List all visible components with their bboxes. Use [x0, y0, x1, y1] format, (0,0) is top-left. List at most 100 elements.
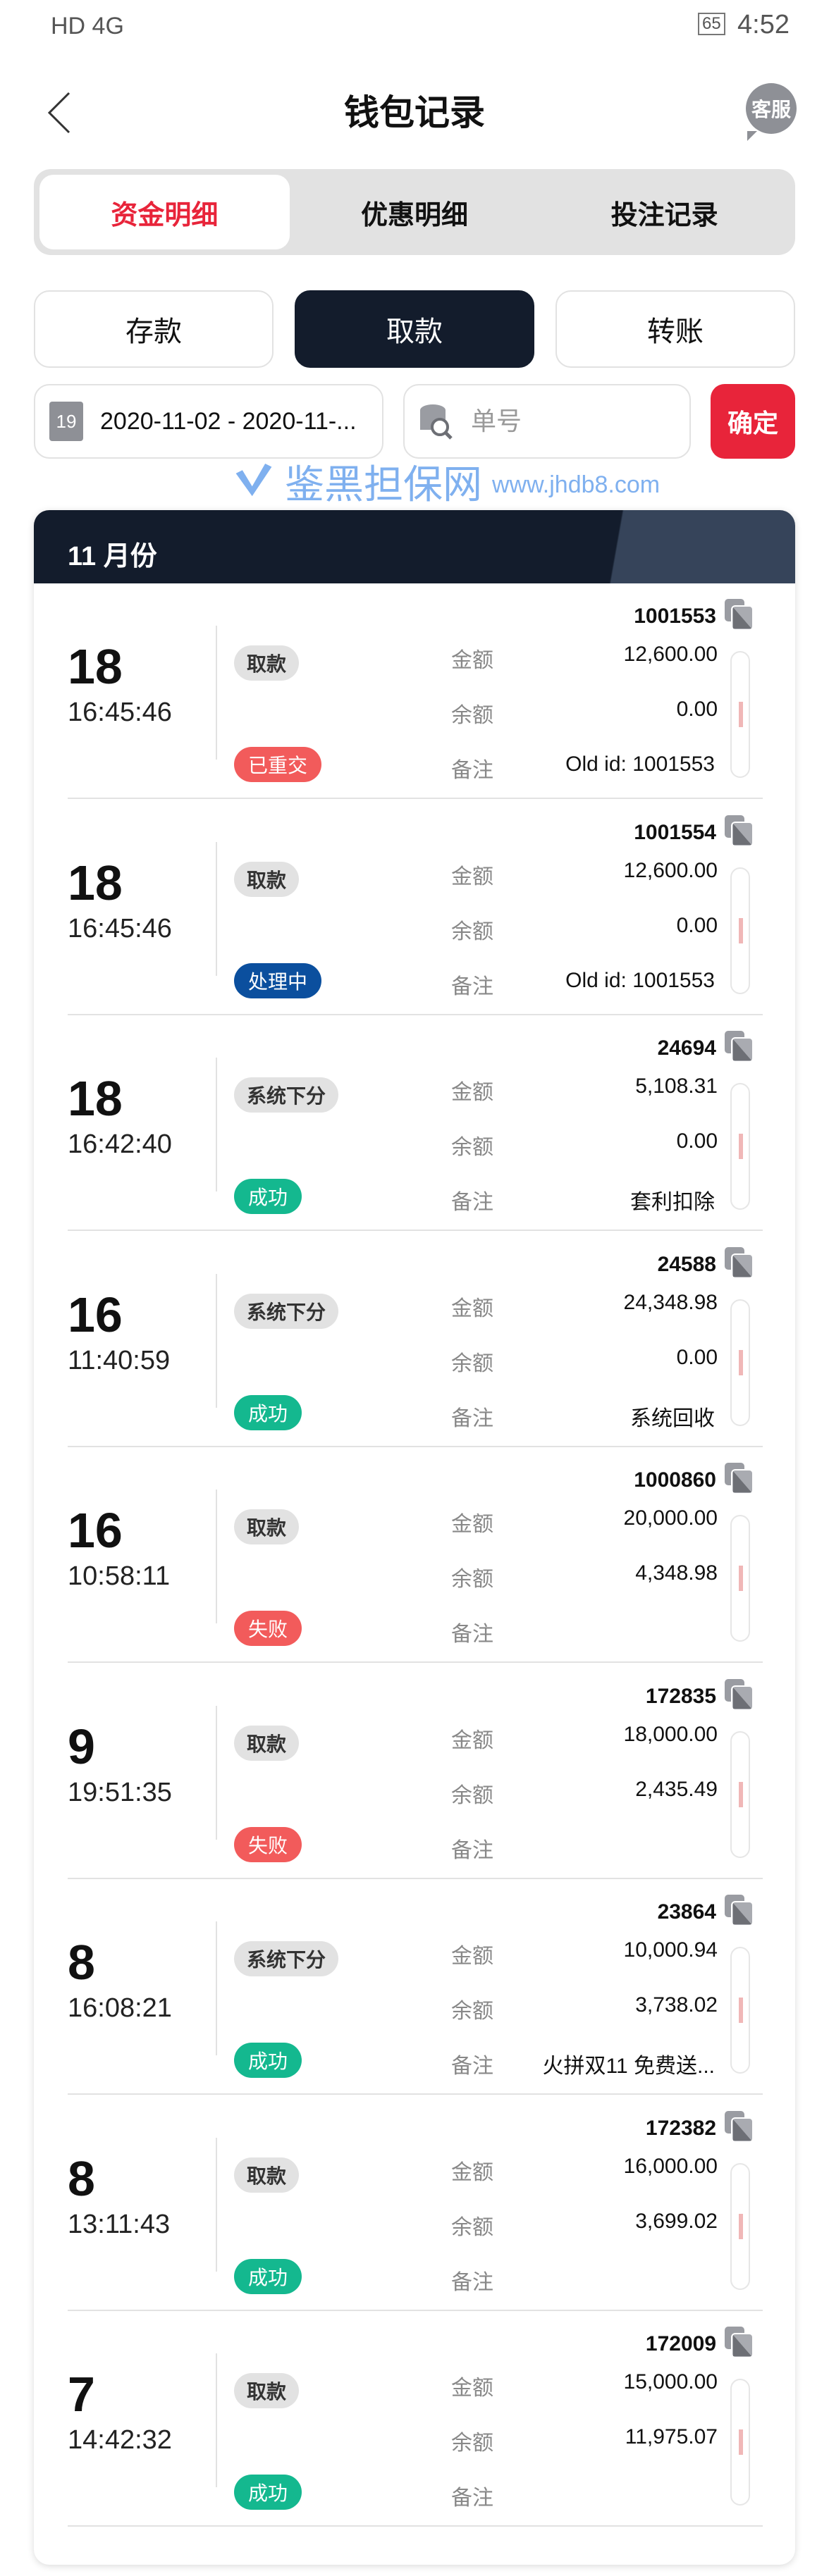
- row-scroll-handle[interactable]: [730, 651, 750, 778]
- type-badge: 取款: [234, 1509, 300, 1544]
- divider: [216, 626, 217, 760]
- status-badge: 已重交: [234, 747, 322, 782]
- clock: 4:52: [737, 10, 790, 39]
- status-badge: 成功: [234, 2258, 302, 2294]
- balance-label: 余额: [451, 2432, 493, 2455]
- copy-icon[interactable]: [725, 1895, 753, 1926]
- balance-label: 余额: [451, 704, 493, 727]
- record-day: 18: [68, 639, 123, 694]
- record-time: 11:40:59: [68, 1345, 171, 1375]
- page-title: 钱包记录: [344, 93, 485, 132]
- row-scroll-handle[interactable]: [730, 2162, 750, 2290]
- transfer-button[interactable]: 转账: [555, 290, 795, 368]
- amount-value: 12,600.00: [623, 643, 718, 666]
- remark-label: 备注: [451, 1623, 493, 1646]
- divider: [216, 1921, 217, 2055]
- remark-label: 备注: [451, 2270, 493, 2294]
- record-day: 18: [68, 855, 123, 910]
- row-scroll-handle[interactable]: [730, 1947, 750, 2074]
- copy-icon[interactable]: [725, 1463, 753, 1494]
- remark-value: Old id: 1001553: [565, 753, 715, 776]
- order-id: 23864: [657, 1900, 716, 1924]
- balance-label: 余额: [451, 2000, 493, 2023]
- order-id: 172009: [645, 2332, 716, 2355]
- order-search[interactable]: [403, 384, 691, 459]
- copy-icon[interactable]: [725, 1031, 753, 1062]
- record-row[interactable]: 16 10:58:11 取款 失败 1000860 金额 20,000.00 余…: [68, 1447, 763, 1663]
- balance-label: 余额: [451, 1136, 493, 1159]
- records-card: 11 月份 18 16:45:46 取款 已重交 1001553 金额 12,6…: [34, 510, 795, 2565]
- date-range-value: 2020-11-02 - 2020-11-...: [100, 407, 357, 435]
- record-row[interactable]: 18 16:42:40 系统下分 成功 24694 金额 5,108.31 余额…: [68, 1015, 763, 1231]
- tab-promotions[interactable]: 优惠明细: [361, 200, 469, 230]
- balance-value: 0.00: [676, 698, 718, 721]
- amount-label: 金额: [451, 1728, 493, 1752]
- amount-label: 金额: [451, 2160, 493, 2184]
- type-badge: 取款: [234, 645, 300, 681]
- filter-bar: 19 2020-11-02 - 2020-11-... 确定: [34, 384, 795, 459]
- record-row[interactable]: 7 14:42:32 取款 成功 172009 金额 15,000.00 余额 …: [68, 2311, 763, 2527]
- amount-value: 18,000.00: [623, 1722, 718, 1746]
- confirm-button[interactable]: 确定: [711, 384, 795, 459]
- remark-value: 套利扣除: [630, 1191, 715, 1214]
- balance-value: 11,975.07: [625, 2425, 718, 2448]
- month-header: 11 月份: [34, 510, 795, 583]
- watermark-url: www.jhdb8.com: [492, 471, 661, 498]
- record-row[interactable]: 8 13:11:43 取款 成功 172382 金额 16,000.00 余额 …: [68, 2095, 763, 2311]
- type-badge: 系统下分: [234, 1077, 339, 1113]
- copy-icon[interactable]: [725, 2327, 753, 2358]
- copy-icon[interactable]: [725, 1246, 753, 1278]
- date-range-picker[interactable]: 19 2020-11-02 - 2020-11-...: [34, 384, 383, 459]
- copy-icon[interactable]: [725, 599, 753, 630]
- amount-label: 金额: [451, 1296, 493, 1320]
- remark-value: 系统回收: [630, 1406, 715, 1430]
- balance-value: 3,738.02: [635, 1993, 718, 2017]
- deposit-button[interactable]: 存款: [34, 290, 274, 368]
- record-row[interactable]: 18 16:45:46 取款 处理中 1001554 金额 12,600.00 …: [68, 800, 763, 1015]
- order-number-input[interactable]: [471, 407, 682, 436]
- record-time: 10:58:11: [68, 1561, 171, 1591]
- row-scroll-handle[interactable]: [730, 1730, 750, 1858]
- remark-label: 备注: [451, 759, 493, 782]
- remark-label: 备注: [451, 1191, 493, 1214]
- row-scroll-handle[interactable]: [730, 1299, 750, 1426]
- order-id: 172382: [645, 2116, 716, 2140]
- record-row[interactable]: 18 16:45:46 取款 已重交 1001553 金额 12,600.00 …: [68, 583, 763, 799]
- divider: [216, 1705, 217, 1840]
- record-row[interactable]: 9 19:51:35 取款 失败 172835 金额 18,000.00 余额 …: [68, 1664, 763, 1879]
- status-badge: 失败: [234, 1611, 302, 1646]
- copy-icon[interactable]: [725, 815, 753, 846]
- amount-label: 金额: [451, 649, 493, 672]
- balance-value: 0.00: [676, 913, 718, 937]
- copy-icon[interactable]: [725, 2110, 753, 2142]
- copy-icon[interactable]: [725, 1678, 753, 1710]
- remark-value: 火拼双11 免费送...: [542, 2055, 715, 2078]
- back-arrow-icon[interactable]: [45, 92, 73, 134]
- amount-value: 24,348.98: [623, 1290, 718, 1314]
- tab-funds[interactable]: 资金明细: [39, 175, 290, 249]
- record-day: 16: [68, 1287, 123, 1342]
- type-badge: 取款: [234, 861, 300, 897]
- battery-icon: 65: [698, 13, 725, 35]
- record-day: 16: [68, 1503, 123, 1558]
- tab-bets[interactable]: 投注记录: [610, 200, 718, 230]
- row-scroll-handle[interactable]: [730, 2379, 750, 2506]
- record-tabs: 资金明细 优惠明细 投注记录: [34, 169, 795, 255]
- type-filter: 存款 取款 转账: [34, 290, 795, 368]
- balance-label: 余额: [451, 1783, 493, 1807]
- balance-value: 0.00: [676, 1345, 718, 1369]
- calendar-icon: 19: [49, 402, 83, 441]
- row-scroll-handle[interactable]: [730, 1515, 750, 1642]
- row-scroll-handle[interactable]: [730, 1083, 750, 1210]
- withdraw-button[interactable]: 取款: [295, 290, 534, 368]
- balance-value: 0.00: [676, 1129, 718, 1153]
- record-day: 8: [68, 1935, 95, 1990]
- balance-label: 余额: [451, 2215, 493, 2239]
- record-row[interactable]: 8 16:08:21 系统下分 成功 23864 金额 10,000.94 余额…: [68, 1879, 763, 2095]
- divider: [216, 1490, 217, 1623]
- record-row[interactable]: 16 11:40:59 系统下分 成功 24588 金额 24,348.98 余…: [68, 1232, 763, 1447]
- amount-value: 12,600.00: [623, 858, 718, 882]
- row-scroll-handle[interactable]: [730, 867, 750, 994]
- amount-value: 5,108.31: [635, 1075, 718, 1098]
- customer-service-button[interactable]: 客服: [746, 83, 797, 141]
